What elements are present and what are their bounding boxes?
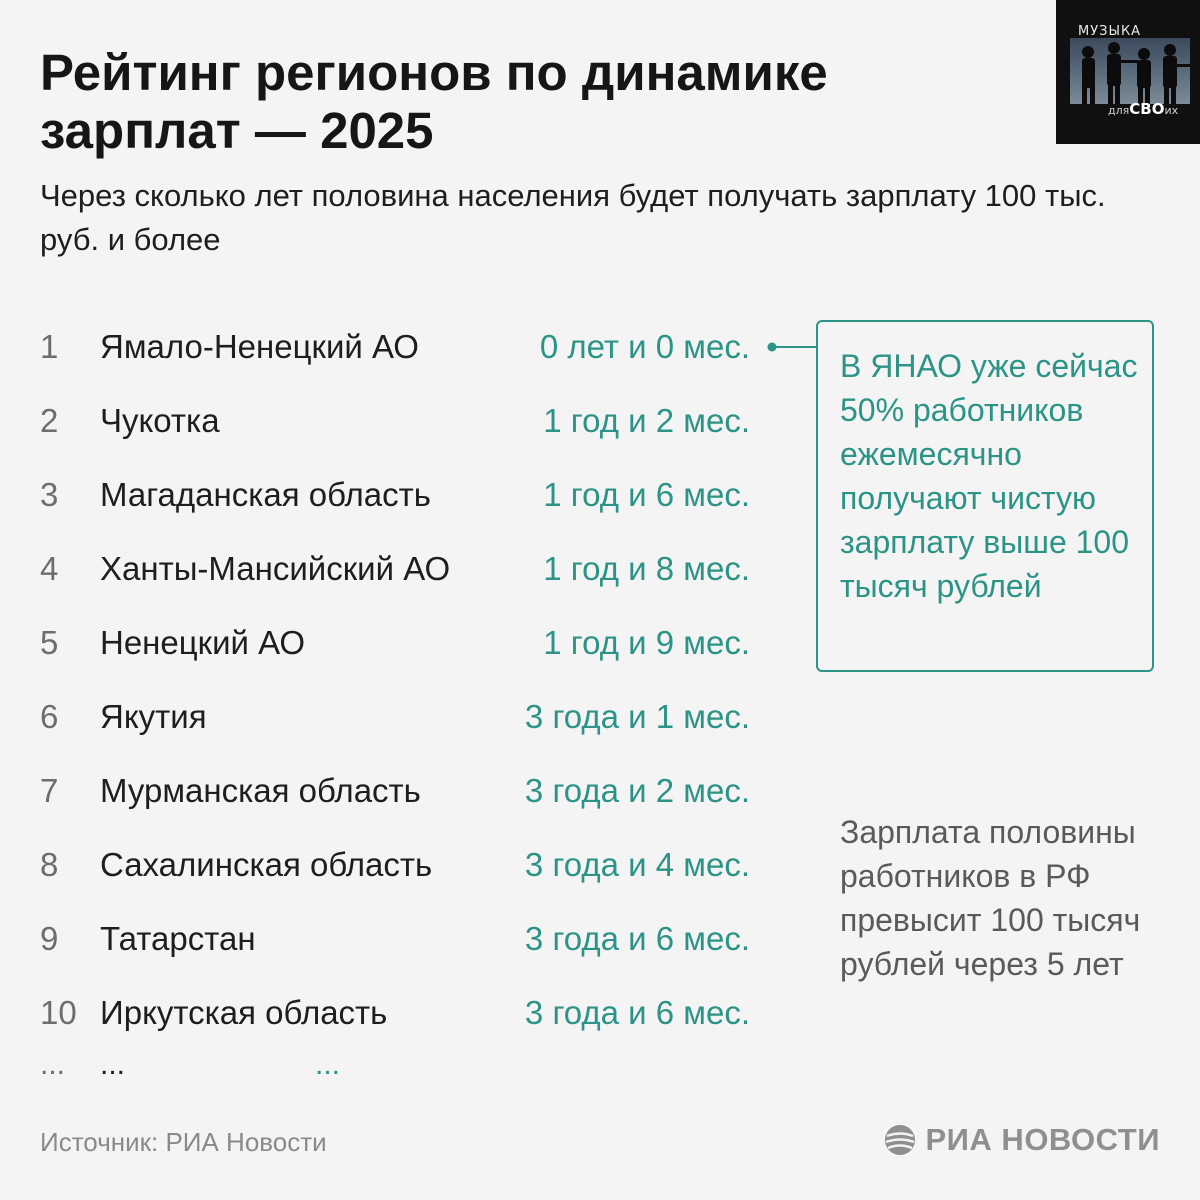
ranking-ellipsis-row: ... ... ...: [0, 1040, 790, 1090]
brand-text: РИА НОВОСТИ: [925, 1122, 1160, 1157]
time-period: 3 года и 2 мес.: [524, 772, 750, 809]
logo-top-text: МУЗЫКА: [1078, 24, 1142, 39]
period-ellipsis: ...: [314, 1048, 340, 1081]
yanao-callout-box: В ЯНАО уже сейчас 50% работников ежемеся…: [816, 320, 1154, 672]
ranking-row: 7 Мурманская область 3 года и 2 мес.: [0, 754, 790, 828]
region-name: Ханты-Мансийский АО: [100, 550, 451, 587]
region-name: Иркутская область: [100, 994, 388, 1031]
time-period: 1 год и 2 мес.: [543, 402, 750, 439]
soldiers-silhouette-icon: [1070, 38, 1190, 104]
rank-number: 8: [40, 846, 59, 883]
source-credit: Источник: РИА Новости: [40, 1127, 327, 1157]
region-name: Ненецкий АО: [100, 624, 306, 661]
rank-number: 1: [40, 328, 59, 365]
logo-bottom-prefix: для: [1108, 104, 1130, 117]
logo-bottom-suffix: их: [1164, 104, 1179, 117]
rank-number: 4: [40, 550, 59, 587]
time-period: 1 год и 6 мес.: [543, 476, 750, 513]
rank-number: 6: [40, 698, 59, 735]
time-period: 1 год и 9 мес.: [543, 624, 750, 661]
time-period: 0 лет и 0 мес.: [539, 328, 750, 365]
region-name: Татарстан: [100, 920, 256, 957]
callout-connector: [767, 342, 820, 352]
ranking-row: 3 Магаданская область 1 год и 6 мес.: [0, 458, 790, 532]
rank-number: 9: [40, 920, 59, 957]
region-ellipsis: ...: [100, 1048, 126, 1081]
rank-number: 2: [40, 402, 59, 439]
ranking-row: 5 Ненецкий АО 1 год и 9 мес.: [0, 606, 790, 680]
time-period: 3 года и 1 мес.: [524, 698, 750, 735]
region-name: Ямало-Ненецкий АО: [100, 328, 419, 365]
ranking-row: 4 Ханты-Мансийский АО 1 год и 8 мес.: [0, 532, 790, 606]
rank-number: 7: [40, 772, 59, 809]
region-name: Магаданская область: [100, 476, 431, 513]
region-name: Чукотка: [100, 402, 220, 439]
region-name: Сахалинская область: [100, 846, 433, 883]
page-title: Рейтинг регионов по динамике зарплат — 2…: [40, 44, 828, 159]
rank-number: 5: [40, 624, 59, 661]
ria-globe-icon: [885, 1125, 916, 1155]
time-period: 3 года и 6 мес.: [524, 994, 750, 1031]
ranking-row: 8 Сахалинская область 3 года и 4 мес.: [0, 828, 790, 902]
callout-text: В ЯНАО уже сейчас 50% работников ежемеся…: [840, 348, 1138, 604]
region-name: Якутия: [100, 698, 207, 735]
ranking-row: 1 Ямало-Ненецкий АО 0 лет и 0 мес.: [0, 310, 790, 384]
time-period: 3 года и 4 мес.: [524, 846, 750, 883]
rank-number: 10: [40, 994, 77, 1031]
rank-ellipsis: ...: [40, 1048, 66, 1081]
time-period: 3 года и 6 мес.: [524, 920, 750, 957]
ranking-row: 6 Якутия 3 года и 1 мес.: [0, 680, 790, 754]
region-name: Мурманская область: [100, 772, 421, 809]
side-note: Зарплата половины работников в РФ превыс…: [840, 814, 1141, 982]
ranking-row: 2 Чукотка 1 год и 2 мес.: [0, 384, 790, 458]
music-for-svo-logo: МУЗЫКА дляСВОих: [1056, 0, 1200, 144]
ranking-row: 10 Иркутская область 3 года и 6 мес.: [0, 976, 790, 1050]
logo-bottom-main: СВО: [1129, 100, 1165, 118]
rank-number: 3: [40, 476, 59, 513]
page-subtitle: Через сколько лет половина населения буд…: [40, 178, 1106, 257]
time-period: 1 год и 8 мес.: [543, 550, 750, 587]
ria-novosti-brand: РИА НОВОСТИ: [883, 1120, 1160, 1160]
logo-bottom-text: дляСВОих: [1108, 100, 1178, 118]
ranking-row: 9 Татарстан 3 года и 6 мес.: [0, 902, 790, 976]
